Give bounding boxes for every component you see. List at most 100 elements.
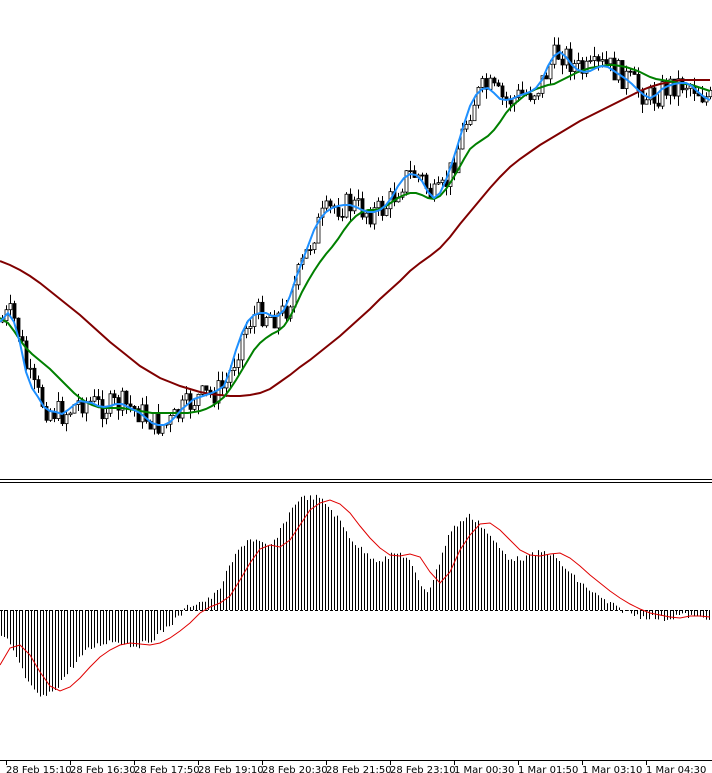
candle: [92, 389, 97, 403]
price-candles: [0, 37, 712, 437]
signal-line: [0, 499, 711, 692]
candle: [56, 392, 61, 421]
candle: [360, 191, 365, 220]
candle: [136, 406, 141, 423]
candle: [120, 387, 125, 417]
candle: [60, 396, 65, 427]
candle: [604, 51, 609, 65]
candle: [496, 79, 501, 87]
candle: [248, 318, 253, 334]
candle: [628, 68, 633, 77]
candle: [184, 386, 189, 405]
candle: [156, 404, 161, 435]
candle: [544, 72, 549, 80]
candle: [484, 73, 489, 99]
candle: [408, 160, 413, 179]
candle: [272, 310, 277, 329]
candle: [572, 59, 577, 80]
ma-blue-fast-line: [0, 50, 711, 426]
candle: [336, 197, 341, 221]
candle: [192, 399, 197, 413]
candle: [536, 92, 541, 100]
candle: [436, 176, 441, 185]
candle: [20, 329, 25, 343]
time-tick-label: 1 Mar 03:10: [582, 765, 642, 773]
candle: [412, 165, 417, 178]
time-tick-label: 28 Feb 20:30: [262, 765, 328, 773]
candle: [356, 189, 361, 207]
time-tick-label: 28 Feb 16:30: [70, 765, 136, 773]
candle: [240, 333, 245, 370]
candle: [68, 411, 73, 417]
candle: [24, 336, 29, 371]
candle: [464, 120, 469, 133]
candle: [580, 57, 585, 80]
candle: [528, 86, 533, 102]
time-tick-label: 28 Feb 17:50: [134, 765, 200, 773]
candle: [232, 358, 237, 376]
time-tick-label: 28 Feb 21:50: [326, 765, 392, 773]
candle: [100, 390, 105, 428]
candle: [500, 82, 505, 106]
ma-green-medium-line: [0, 64, 711, 414]
candle: [256, 298, 261, 320]
candle: [532, 94, 537, 105]
candle: [236, 353, 241, 376]
candle: [708, 86, 712, 100]
candle: [620, 60, 625, 90]
candle: [112, 389, 117, 405]
time-tick-label: 1 Mar 00:30: [454, 765, 514, 773]
candle: [36, 375, 41, 393]
candle: [340, 208, 345, 222]
candle: [172, 407, 177, 416]
time-tick-label: 1 Mar 01:50: [518, 765, 578, 773]
candle: [520, 81, 525, 96]
time-tick-label: 28 Feb 23:10: [390, 765, 456, 773]
candle: [308, 245, 313, 256]
macd-histogram: [1, 494, 710, 697]
candle: [584, 56, 589, 78]
ma-darkred-slow-line: [0, 79, 710, 397]
candle: [404, 170, 409, 196]
price-panel: [0, 37, 712, 437]
candle: [656, 94, 661, 109]
candle: [32, 363, 37, 390]
candle: [644, 92, 649, 105]
candle: [552, 37, 557, 69]
candle: [420, 172, 425, 181]
candle: [64, 410, 69, 432]
candle: [252, 305, 257, 334]
candle: [44, 402, 49, 423]
candle: [52, 408, 57, 423]
candle: [376, 197, 381, 216]
candle: [592, 46, 597, 67]
candle: [468, 114, 473, 126]
candle: [160, 424, 165, 437]
candle: [588, 55, 593, 64]
candle: [108, 390, 113, 417]
candle: [260, 295, 265, 328]
candle: [364, 211, 369, 225]
candle: [476, 86, 481, 109]
candle: [124, 390, 129, 414]
candle: [616, 58, 621, 83]
candle: [676, 70, 681, 106]
macd-panel: [0, 494, 711, 697]
candle: [516, 83, 521, 102]
candle: [220, 371, 225, 395]
candle: [332, 203, 337, 214]
candle: [324, 195, 329, 211]
candle: [576, 52, 581, 70]
candle: [556, 37, 561, 61]
candle: [28, 358, 33, 379]
candle: [208, 386, 213, 398]
time-tick-label: 28 Feb 15:10: [6, 765, 72, 773]
candle: [200, 385, 205, 397]
candle: [264, 315, 269, 328]
candle: [312, 242, 317, 254]
time-tick-label: 1 Mar 04:30: [646, 765, 706, 773]
time-tick-label: 28 Feb 19:10: [198, 765, 264, 773]
candle: [488, 74, 493, 91]
